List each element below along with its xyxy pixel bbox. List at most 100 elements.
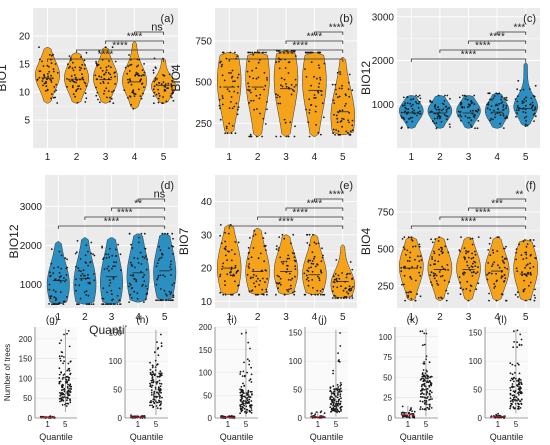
data-point [92,253,94,256]
plot-background [35,327,77,418]
data-point [58,342,61,345]
data-point [438,254,441,256]
significance-label: ** [134,199,142,210]
data-point [88,282,91,285]
data-point [52,70,55,73]
y-axis-label: Number of trees [3,344,12,401]
data-point [408,411,410,414]
data-point [509,372,512,375]
data-point [400,127,403,130]
data-point [49,297,52,299]
data-point [320,90,323,92]
data-point [126,72,129,75]
data-point [459,287,462,290]
data-point [313,94,316,96]
data-point [42,65,45,67]
data-point [410,278,413,280]
data-point [248,85,250,88]
data-point [533,112,536,115]
data-point [160,83,163,86]
data-point [225,57,228,60]
data-point [433,277,436,280]
data-point [62,374,65,376]
data-point [516,341,518,344]
data-point [474,127,476,130]
data-point [58,271,61,274]
data-point [407,236,410,239]
data-point [419,389,422,392]
data-point [438,271,441,273]
data-point [310,104,313,106]
data-point [420,385,423,388]
data-point [285,260,288,263]
data-point [145,285,147,287]
data-point [336,411,339,414]
data-point [514,403,517,405]
data-point [281,233,284,236]
data-point [436,116,439,118]
data-point [443,113,446,116]
data-point [314,110,317,113]
data-point [505,104,508,107]
data-point [219,107,221,110]
data-point [102,80,105,83]
data-point [317,91,320,94]
data-point [517,380,520,383]
data-point [517,394,520,396]
significance-bracket [314,198,344,202]
data-point [405,412,407,414]
data-point [222,293,225,296]
data-point [96,91,99,94]
plot-background [125,327,168,418]
significance-bracket [410,58,527,62]
data-point [349,261,352,263]
data-point [407,108,410,111]
data-point [107,65,110,67]
data-point [409,275,412,278]
data-point [423,332,426,335]
data-point [152,88,155,91]
data-point [114,75,116,78]
data-point [462,288,465,291]
significance-bracket [105,40,164,44]
data-point [228,72,230,74]
data-point [402,104,404,107]
data-point [501,259,504,262]
data-point [431,241,434,244]
data-point [153,396,155,398]
data-point [340,285,342,288]
data-point [75,278,77,281]
data-point [334,273,337,275]
data-point [145,293,148,296]
data-point [280,261,283,263]
data-point [265,51,267,54]
data-point [322,293,324,296]
data-point [335,129,337,131]
data-point [280,84,282,87]
data-point [460,102,463,104]
data-point [143,280,146,282]
data-point [81,73,83,76]
data-point [81,76,84,79]
data-point [338,410,341,413]
data-point [518,377,521,380]
data-point [163,289,166,292]
data-point [495,272,497,275]
data-point [435,274,438,277]
data-point [423,382,426,385]
data-point [242,370,245,373]
data-point [278,275,280,278]
data-point [96,78,99,81]
significance-bracket [314,31,344,35]
data-point [114,60,117,63]
data-point [491,249,494,252]
data-point [250,91,252,94]
data-point [150,391,153,394]
data-point [514,371,516,374]
data-point [234,241,237,243]
data-point [247,265,250,268]
data-point [311,412,313,415]
data-point [99,82,102,85]
data-point [332,385,335,388]
data-point [169,95,172,97]
